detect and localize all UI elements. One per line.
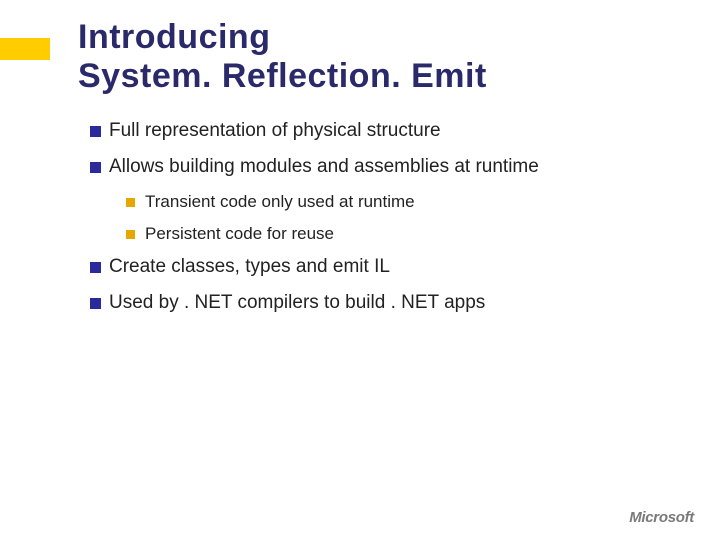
square-bullet-icon — [90, 126, 101, 137]
bullet-text: Transient code only used at runtime — [145, 192, 415, 212]
slide-title: Introducing System. Reflection. Emit — [78, 18, 487, 96]
accent-bar — [0, 38, 50, 60]
bullet-text: Create classes, types and emit IL — [109, 256, 390, 278]
bullet-item: Allows building modules and assemblies a… — [90, 156, 680, 178]
square-bullet-icon — [90, 162, 101, 173]
bullet-text: Used by . NET compilers to build . NET a… — [109, 292, 485, 314]
slide-content: Full representation of physical structur… — [90, 120, 680, 328]
bullet-text: Full representation of physical structur… — [109, 120, 441, 142]
bullet-item: Used by . NET compilers to build . NET a… — [90, 292, 680, 314]
bullet-item: Create classes, types and emit IL — [90, 256, 680, 278]
square-bullet-icon — [90, 262, 101, 273]
logo-text: Microsoft — [629, 509, 694, 526]
sub-bullet-item: Transient code only used at runtime — [126, 192, 680, 212]
square-bullet-icon — [126, 198, 135, 207]
bullet-item: Full representation of physical structur… — [90, 120, 680, 142]
title-line-2: System. Reflection. Emit — [78, 57, 487, 95]
bullet-text: Persistent code for reuse — [145, 224, 334, 244]
microsoft-logo: Microsoft — [629, 509, 694, 526]
square-bullet-icon — [90, 298, 101, 309]
title-line-1: Introducing — [78, 18, 270, 56]
sub-bullet-item: Persistent code for reuse — [126, 224, 680, 244]
square-bullet-icon — [126, 230, 135, 239]
bullet-text: Allows building modules and assemblies a… — [109, 156, 539, 178]
